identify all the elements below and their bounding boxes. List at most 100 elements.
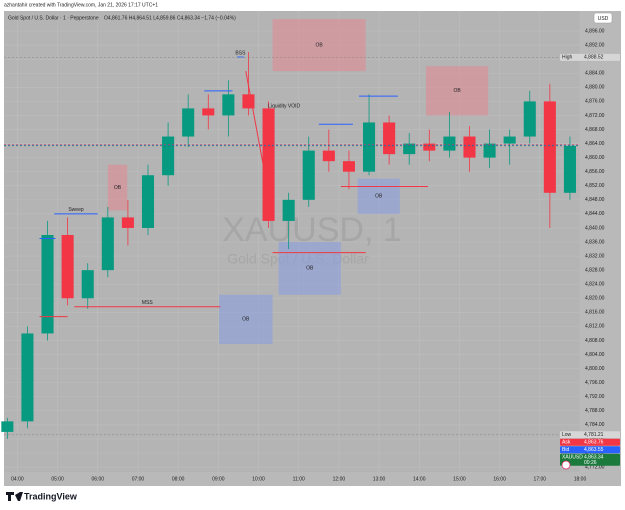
- price-tag-bg: [560, 431, 620, 439]
- candle-body: [162, 136, 175, 176]
- x-tick-label: 05:00: [51, 476, 64, 482]
- candle-body: [483, 143, 496, 158]
- order-block-label: OB: [453, 88, 461, 94]
- order-block: [107, 164, 128, 211]
- y-tick-label: 4,860.00: [585, 155, 605, 161]
- candle-body: [383, 122, 396, 155]
- y-tick-label: 4,872.00: [585, 113, 605, 119]
- y-tick-label: 4,800.00: [585, 366, 605, 372]
- y-tick-label: 4,896.00: [585, 28, 605, 34]
- candle-body: [543, 101, 556, 193]
- order-block-label: OB: [375, 194, 383, 200]
- price-tag-value: 4,781.21: [584, 432, 604, 438]
- order-block: [218, 294, 273, 345]
- arrow-line: [245, 71, 272, 205]
- candle-body: [61, 234, 74, 299]
- candle-body: [202, 108, 215, 116]
- price-tag-value: 4,863.55: [584, 447, 604, 453]
- level-label: MSS: [142, 300, 154, 306]
- price-tag-name: Bid: [562, 447, 569, 453]
- currency[interactable]: USD: [598, 16, 609, 22]
- y-tick-label: 4,776.00: [585, 450, 605, 456]
- price-tag-bg: [560, 438, 620, 446]
- candle-body: [362, 122, 376, 172]
- candle-body: [121, 217, 134, 228]
- candle-body: [222, 94, 235, 116]
- y-tick-label: 4,832.00: [585, 253, 605, 259]
- level-label: BSS: [235, 50, 246, 56]
- x-tick-label: 11:00: [293, 476, 305, 482]
- x-tick-label: 16:00: [493, 476, 506, 482]
- y-tick-label: 4,864.00: [585, 141, 605, 147]
- y-tick-label: 4,792.00: [585, 394, 605, 400]
- y-tick-label: 4,856.00: [585, 169, 605, 175]
- order-block: [278, 242, 341, 295]
- candle-body: [242, 94, 255, 109]
- candle-body: [403, 143, 416, 155]
- arrow-head: [267, 199, 273, 206]
- candle-body: [463, 136, 476, 158]
- x-tick-label: 07:00: [132, 476, 145, 482]
- credit: azhantahir created with TradingView.com,…: [4, 2, 158, 8]
- candle-body: [41, 234, 54, 334]
- level-label: Sweep: [68, 207, 84, 213]
- y-tick-label: 4,848.00: [585, 197, 605, 203]
- y-tick-label: 4,772.00: [585, 464, 605, 470]
- x-tick-label: 18:00: [574, 476, 587, 482]
- y-tick-label: 4,820.00: [585, 296, 605, 302]
- price-tag-value: 4,863.34: [584, 455, 604, 461]
- y-tick-label: 4,784.00: [585, 422, 605, 428]
- replay-icon[interactable]: [561, 460, 571, 470]
- candle-body: [282, 199, 295, 221]
- candle-body: [262, 108, 275, 221]
- x-tick-label: 09:00: [212, 476, 225, 482]
- ohlc-line: O4,861.76 H4,864.51 L4,859.86 C4,863.34 …: [104, 15, 236, 21]
- candle-body: [423, 143, 436, 151]
- y-tick-label: 4,808.00: [585, 338, 605, 344]
- candle-body: [182, 108, 195, 137]
- y-tick-label: 4,824.00: [585, 282, 605, 288]
- plot: OB OB OB OB OB OB BSS Sweep MSS Liquidity VOID Hig…: [1, 19, 620, 466]
- y-tick-label: 4,796.00: [585, 380, 605, 386]
- y-tick-label: 4,812.00: [585, 324, 605, 330]
- y-tick-label: 4,868.00: [585, 127, 605, 133]
- order-block-label: OB: [242, 317, 250, 323]
- order-block-label: OB: [306, 266, 314, 272]
- order-block: [357, 178, 400, 214]
- logo-mark: [6, 492, 23, 501]
- order-block: [425, 66, 489, 116]
- candle-body: [81, 270, 94, 299]
- candle-body: [302, 150, 315, 200]
- currency-button[interactable]: [593, 12, 613, 24]
- x-tick-label: 15:00: [453, 476, 466, 482]
- candle-body: [503, 136, 516, 144]
- time-axis: [4, 472, 621, 486]
- x-tick-label: 06:00: [92, 476, 105, 482]
- y-tick-label: 4,876.00: [585, 99, 605, 105]
- x-tick-label: 17:00: [534, 476, 547, 482]
- price-tag-bg: [560, 446, 620, 454]
- x-tick-label: 04:00: [11, 476, 24, 482]
- order-block-label: OB: [114, 185, 122, 191]
- price-tag-countdown: 00:26: [584, 460, 597, 466]
- y-tick-label: 4,884.00: [585, 71, 605, 77]
- x-tick-label: 08:00: [172, 476, 185, 482]
- candle-body: [523, 101, 536, 137]
- y-tick-label: 4,836.00: [585, 239, 605, 245]
- y-tick-label: 4,828.00: [585, 267, 605, 273]
- price-tag-value: 4,863.76: [584, 440, 604, 446]
- price-tag-name: Ask: [562, 440, 571, 446]
- candle-body: [563, 145, 576, 193]
- x-tick-label: 12:00: [333, 476, 346, 482]
- y-tick-label: 4,892.00: [585, 42, 605, 48]
- y-tick-label: 4,852.00: [585, 183, 605, 189]
- y-tick-label: 4,880.00: [585, 85, 605, 91]
- price-tag-bg: [560, 453, 620, 466]
- price-tag-bg: [560, 53, 620, 61]
- arrow-label: Liquidity VOID: [268, 104, 300, 110]
- candle-body: [1, 421, 14, 432]
- brand: TradingView: [24, 491, 78, 501]
- x-tick-label: 13:00: [373, 476, 386, 482]
- candle-body: [101, 217, 114, 271]
